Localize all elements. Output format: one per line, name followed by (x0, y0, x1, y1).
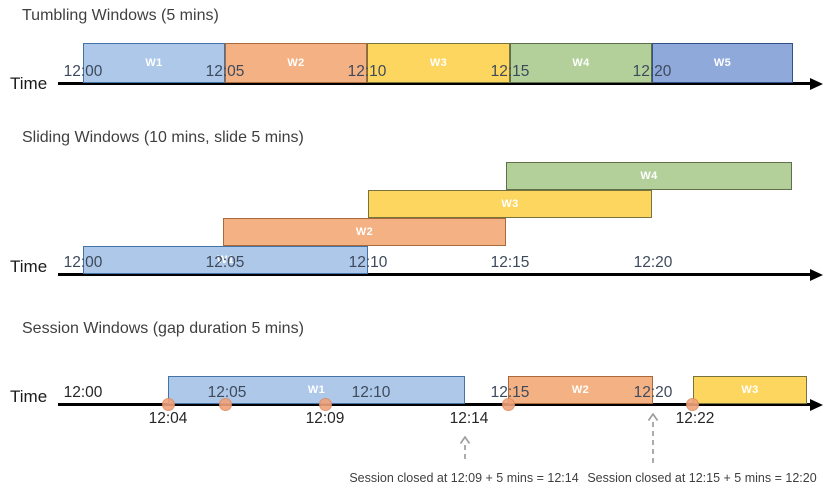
tumbling-window-label-w2: W2 (287, 57, 305, 69)
session-tick-label: 12:20 (633, 384, 673, 401)
tumbling-time-axis (58, 82, 810, 85)
tumbling-window-w2: W2 (225, 43, 367, 83)
sliding-tick-label: 12:20 (633, 254, 673, 271)
session-tick-label: 12:00 (63, 384, 103, 401)
session-window-label-w3: W3 (741, 384, 759, 396)
session-axis-arrowhead-icon (810, 399, 823, 411)
tumbling-tick-label: 12:00 (63, 63, 103, 80)
session-event-time-label: 12:22 (675, 410, 715, 427)
sliding-tick-label: 12:00 (63, 254, 103, 271)
time-axis-label-session: Time (10, 387, 48, 406)
tumbling-window-w1: W1 (83, 43, 225, 83)
session-event-time-label: 12:04 (148, 410, 188, 427)
tumbling-window-label-w4: W4 (572, 57, 590, 69)
session-window-w1: W1 (168, 376, 465, 404)
session-tick-label: 12:10 (351, 384, 391, 401)
sliding-axis-arrowhead-icon (810, 269, 823, 281)
session-window-w3: W3 (693, 376, 807, 404)
tumbling-window-label-w3: W3 (429, 57, 448, 69)
tumbling-tick-label: 12:15 (490, 63, 530, 80)
sliding-section-title: Sliding Windows (10 mins, slide 5 mins) (22, 129, 304, 146)
sliding-tick-label: 12:10 (348, 254, 388, 271)
tumbling-tick-label: 12:10 (347, 63, 387, 80)
tumbling-window-label-w5: W5 (713, 57, 732, 69)
session-event-dot-5 (685, 398, 699, 411)
tumbling-axis-arrowhead-icon (810, 78, 823, 90)
session-close-annotation: Session closed at 12:09 + 5 mins = 12:14 (349, 471, 579, 485)
sliding-window-label-w3: W3 (501, 198, 519, 210)
sliding-window-w1: W1 (83, 246, 368, 274)
session-tick-label: 12:15 (490, 384, 530, 401)
session-event-dot-2 (218, 398, 232, 411)
tumbling-window-w3: W3 (367, 43, 510, 83)
session-window-label-w2: W2 (571, 384, 590, 396)
session-tick-label: 12:05 (207, 384, 247, 401)
tumbling-window-w5: W5 (652, 43, 793, 83)
session-section-title: Session Windows (gap duration 5 mins) (22, 320, 304, 337)
tumbling-tick-label: 12:20 (632, 63, 672, 80)
tumbling-tick-label: 12:05 (205, 63, 245, 80)
session-event-time-label: 12:14 (449, 410, 489, 427)
sliding-window-label-w2: W2 (355, 226, 374, 238)
sliding-window-label-w1: W1 (216, 254, 235, 266)
tumbling-window-w4: W4 (510, 43, 652, 83)
session-event-dot-4 (501, 398, 515, 411)
tumbling-window-label-w1: W1 (145, 57, 163, 69)
session-event-dot-1 (161, 398, 175, 411)
sliding-window-w3: W3 (368, 190, 652, 218)
session-close-annotation: Session closed at 12:15 + 5 mins = 12:20 (587, 471, 817, 485)
sliding-window-w4: W4 (506, 162, 792, 190)
session-window-label-w1: W1 (307, 384, 326, 396)
sliding-tick-label: 12:15 (490, 254, 530, 271)
time-axis-label-tumbling: Time (10, 74, 48, 93)
tumbling-section-title: Tumbling Windows (5 mins) (22, 7, 219, 24)
sliding-time-axis (58, 273, 810, 276)
sliding-tick-label: 12:05 (205, 254, 245, 271)
sliding-window-label-w4: W4 (640, 170, 658, 182)
session-event-dot-3 (318, 398, 332, 411)
sliding-window-w2: W2 (223, 218, 506, 246)
session-session-close-arrow-icon (458, 435, 472, 463)
session-window-w2: W2 (508, 376, 653, 404)
session-event-time-label: 12:09 (305, 410, 345, 427)
time-axis-label-sliding: Time (10, 257, 48, 276)
session-time-axis (58, 403, 810, 406)
session-session-close-arrow-icon (646, 412, 660, 463)
